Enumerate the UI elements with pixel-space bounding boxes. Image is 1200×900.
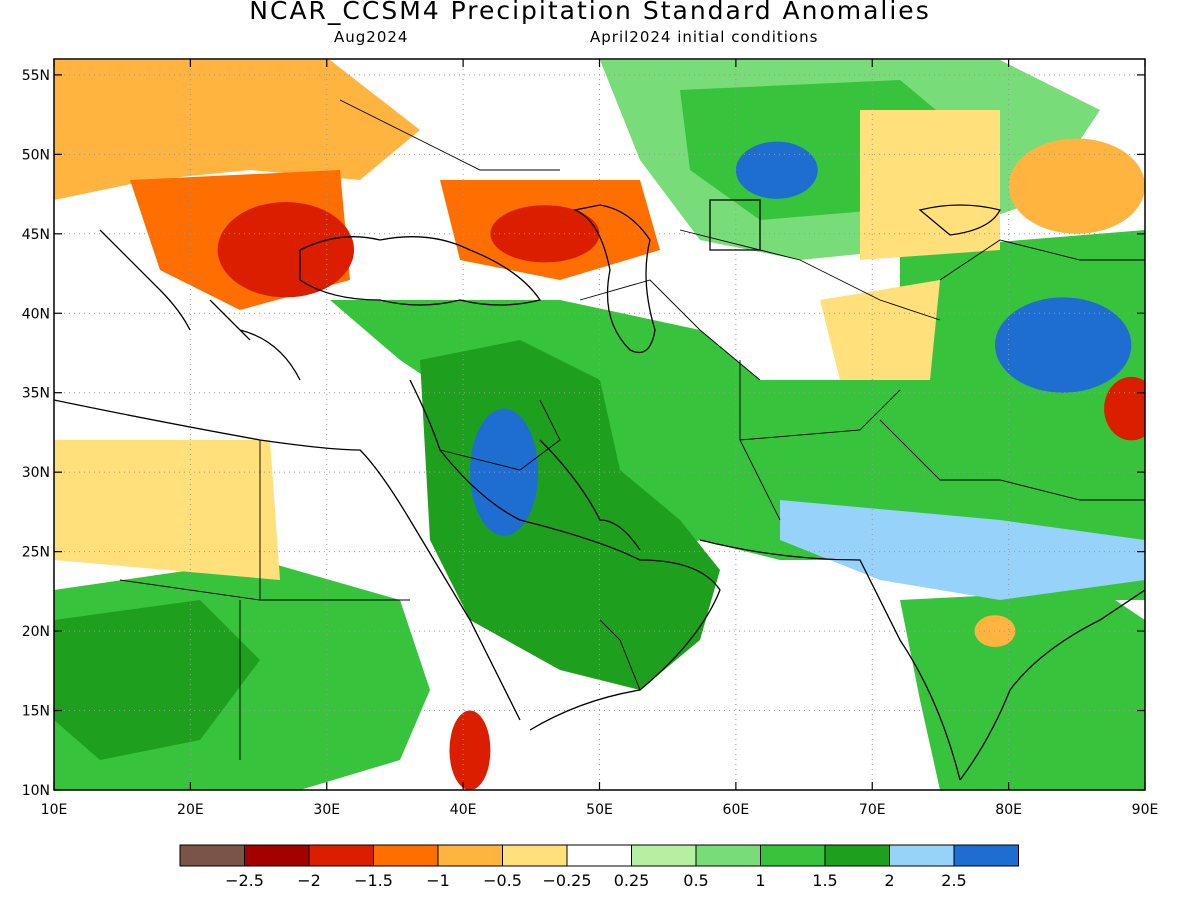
- anomaly-region-kazakhstan-wet: [735, 141, 818, 199]
- anomaly-region-northeast-dry: [1008, 138, 1145, 234]
- lat-tick-label: 35N: [22, 386, 50, 402]
- border-chad-niger: [119, 579, 261, 760]
- lon-tick-label: 60E: [723, 802, 750, 818]
- anomaly-regions: [54, 138, 1145, 790]
- field-wet-india: [900, 590, 1145, 790]
- field-very-wet-ganges: [780, 500, 1145, 600]
- lat-tick-label: 40N: [22, 306, 50, 322]
- border-kazakh-china: [939, 239, 1145, 281]
- colorbar-label: 1: [755, 871, 765, 890]
- axis-ticks: [53, 59, 1146, 791]
- chart-title: NCAR_CCSM4 Precipitation Standard Anomal…: [249, 0, 931, 25]
- country-borders: [119, 99, 1145, 760]
- init-conditions-label: April2024 initial conditions: [590, 28, 819, 46]
- colorbar-label: −2.5: [225, 871, 264, 890]
- colorbar-label: −0.25: [542, 871, 591, 890]
- lon-tick-label: 80E: [995, 802, 1022, 818]
- aegean-coast: [209, 299, 301, 381]
- colorbar-swatch: [631, 844, 697, 867]
- border-india-nepal: [879, 419, 1145, 501]
- lon-tick-label: 10E: [41, 802, 68, 818]
- border-kazakh-uzbek: [679, 229, 941, 321]
- colorbar: −2.5 −2 −1.5 −1 −0.5 −0.25 0.25 0.5 1 1.5 2 2.5: [179, 844, 1019, 890]
- persian-gulf-coast: [539, 439, 641, 551]
- anomaly-region-sahara-north-dry: [54, 456, 245, 552]
- caspian-sea-coast: [572, 204, 656, 354]
- colorbar-swatch: [889, 844, 955, 867]
- colorbar-swatch: [566, 844, 632, 867]
- india-west-coast: [699, 539, 961, 781]
- longitude-axis-labels: 10E 20E 30E 40E 50E 60E 70E 80E 90E: [41, 802, 1159, 818]
- lon-tick-label: 90E: [1132, 802, 1159, 818]
- colorbar-label: 2.5: [941, 871, 966, 890]
- lon-tick-label: 40E: [450, 802, 477, 818]
- lat-tick-label: 20N: [22, 624, 50, 640]
- lon-tick-label: 70E: [859, 802, 886, 818]
- colorbar-label: −2: [297, 871, 321, 890]
- border-afghan-pakistan: [739, 389, 901, 441]
- lat-tick-label: 45N: [22, 227, 50, 243]
- italy-coast: [99, 229, 191, 331]
- lon-tick-label: 20E: [177, 802, 204, 818]
- field-dry-europe: [54, 60, 420, 200]
- colorbar-label: −0.5: [483, 871, 522, 890]
- anomaly-region-balkans-black-sea-dry: [217, 202, 355, 298]
- lat-tick-label: 30N: [22, 465, 50, 481]
- anomaly-region-bay-of-bengal-dry: [1104, 376, 1145, 441]
- lat-tick-label: 55N: [22, 68, 50, 84]
- lon-tick-label: 30E: [313, 802, 340, 818]
- red-sea-west-coast: [54, 399, 521, 721]
- black-sea-coast: [299, 236, 542, 306]
- lat-tick-label: 10N: [22, 783, 50, 799]
- valid-month-label: Aug2024: [334, 28, 409, 46]
- anomaly-region-ethiopia-dry: [449, 710, 491, 790]
- colorbar-swatch: [502, 844, 568, 867]
- field-wet-sahel-core: [54, 600, 260, 760]
- lake-balkhash-coast: [918, 204, 1001, 236]
- border-iraq-saudi: [439, 399, 561, 471]
- colorbar-swatch: [824, 844, 890, 867]
- field-dry-afghan: [820, 280, 940, 380]
- border-iran-afghan: [739, 360, 781, 521]
- colorbar-label: 1.5: [812, 871, 837, 890]
- border-ukraine-russia: [339, 99, 560, 171]
- lat-tick-label: 15N: [22, 704, 50, 720]
- colorbar-swatch: [244, 844, 310, 867]
- colorbar-swatch: [179, 844, 245, 867]
- colorbar-swatch: [437, 844, 503, 867]
- lat-tick-label: 50N: [22, 147, 50, 163]
- anomaly-region-tibet-wet: [994, 297, 1132, 393]
- border-yemen-oman: [599, 619, 641, 691]
- border-turkmen-iran: [579, 279, 761, 381]
- colorbar-swatch: [695, 844, 761, 867]
- colorbar-label: 2: [884, 871, 894, 890]
- lat-lon-gridlines: [54, 59, 1145, 790]
- colorbar-swatch: [760, 844, 826, 867]
- colorbar-swatch: [953, 844, 1019, 867]
- colorbar-label: −1: [426, 871, 450, 890]
- india-east-coast: [959, 589, 1145, 781]
- field-dry-mongolia-west: [860, 110, 1000, 260]
- colorbar-swatch: [308, 844, 374, 867]
- lon-tick-label: 50E: [586, 802, 613, 818]
- latitude-axis-labels: 55N 50N 45N 40N 35N 30N 25N 20N 15N 10N: [22, 68, 50, 799]
- colorbar-label: 0.25: [614, 871, 650, 890]
- colorbar-label: 0.5: [683, 871, 708, 890]
- lat-tick-label: 25N: [22, 545, 50, 561]
- colorbar-swatch: [373, 844, 439, 867]
- colorbar-label: −1.5: [354, 871, 393, 890]
